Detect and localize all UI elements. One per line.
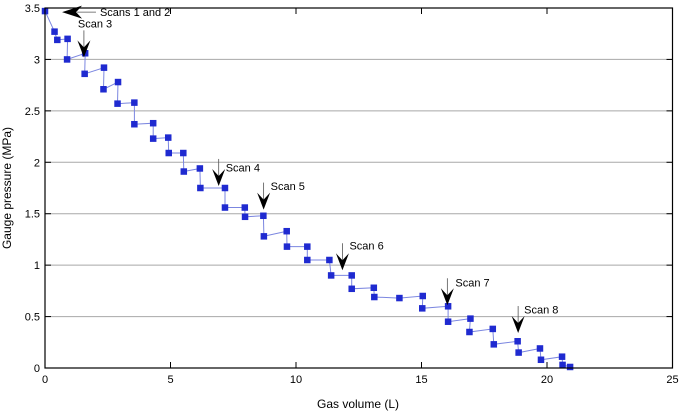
series-line bbox=[44, 10, 571, 368]
data-point bbox=[515, 349, 522, 356]
annotation-label: Scan 5 bbox=[271, 181, 305, 193]
annotation: Scan 5 bbox=[257, 181, 305, 210]
data-series-layer bbox=[41, 7, 574, 371]
y-tick-label: 1 bbox=[34, 260, 40, 272]
down-arrow-icon bbox=[77, 40, 91, 58]
data-point bbox=[370, 284, 378, 292]
annotation-label: Scan 7 bbox=[455, 278, 489, 290]
data-point bbox=[81, 70, 88, 78]
ticks-layer bbox=[45, 8, 673, 368]
data-point bbox=[54, 36, 61, 44]
data-point bbox=[131, 99, 138, 106]
data-point bbox=[419, 292, 427, 300]
annotation: Scan 3 bbox=[77, 18, 112, 58]
data-point bbox=[165, 149, 172, 157]
annotation: Scan 8 bbox=[511, 304, 558, 334]
data-point bbox=[241, 204, 249, 211]
data-point bbox=[490, 341, 498, 348]
x-axis-label: Gas volume (L) bbox=[317, 397, 399, 411]
data-point bbox=[197, 184, 204, 192]
tick-labels-layer: 0 0.5 1 1.5 2 2.5 3 3.5 0 5 10 15 20 25 bbox=[25, 3, 679, 386]
annotation-label: Scan 4 bbox=[226, 162, 260, 174]
data-point bbox=[180, 168, 188, 175]
data-point bbox=[51, 28, 58, 35]
down-arrow-icon bbox=[511, 316, 525, 334]
data-point bbox=[566, 363, 574, 371]
down-arrow-icon bbox=[212, 168, 226, 186]
axes-frame-layer bbox=[44, 7, 674, 369]
gridlines-layer bbox=[45, 58, 673, 318]
data-point bbox=[558, 353, 566, 360]
annotation: Scan 7 bbox=[440, 278, 490, 306]
data-point bbox=[149, 119, 157, 127]
data-point bbox=[396, 294, 403, 302]
x-tick-label: 25 bbox=[666, 374, 678, 386]
data-point bbox=[100, 86, 107, 93]
data-point bbox=[260, 212, 267, 220]
data-point bbox=[164, 134, 172, 141]
x-tick-label: 20 bbox=[541, 374, 553, 386]
y-tick-label: 0 bbox=[34, 363, 40, 375]
data-point bbox=[326, 256, 333, 264]
y-tick-label: 2.5 bbox=[25, 106, 40, 118]
data-point bbox=[131, 120, 138, 128]
y-axis-label: Gauge pressure (MPa) bbox=[0, 127, 14, 249]
x-tick-label: 0 bbox=[42, 374, 48, 386]
y-tick-label: 0.5 bbox=[25, 312, 40, 324]
data-point bbox=[304, 256, 311, 264]
down-arrow-icon bbox=[335, 253, 349, 271]
data-point bbox=[63, 56, 71, 63]
data-point bbox=[64, 35, 71, 43]
data-point bbox=[444, 318, 452, 325]
data-point bbox=[537, 356, 545, 364]
data-point bbox=[221, 204, 229, 211]
plot-frame bbox=[44, 7, 674, 369]
annotation: Scans 1 and 2 bbox=[62, 5, 170, 19]
annotation: Scan 6 bbox=[335, 241, 384, 271]
data-point bbox=[371, 293, 378, 301]
annotation-label: Scans 1 and 2 bbox=[100, 7, 170, 19]
annotation-label: Scan 6 bbox=[349, 241, 383, 253]
data-point bbox=[100, 64, 108, 71]
y-tick-label: 1.5 bbox=[25, 209, 40, 221]
annotation-label: Scan 3 bbox=[78, 18, 112, 30]
data-point bbox=[444, 303, 452, 310]
data-point bbox=[180, 149, 187, 157]
data-point bbox=[114, 100, 121, 107]
data-point bbox=[283, 227, 290, 235]
data-point bbox=[283, 243, 291, 250]
down-arrow-icon bbox=[440, 288, 454, 306]
data-point bbox=[348, 285, 355, 293]
data-point bbox=[221, 184, 229, 192]
data-point bbox=[467, 315, 474, 322]
data-point bbox=[149, 135, 157, 142]
data-point bbox=[419, 305, 426, 312]
down-arrow-icon bbox=[257, 192, 271, 210]
x-tick-label: 5 bbox=[167, 374, 173, 386]
y-tick-label: 3.5 bbox=[25, 3, 40, 15]
y-tick-label: 3 bbox=[34, 54, 40, 66]
data-point bbox=[489, 325, 497, 333]
annotation: Scan 4 bbox=[212, 158, 260, 186]
data-point bbox=[241, 213, 249, 221]
data-point bbox=[348, 272, 355, 279]
data-point bbox=[327, 272, 335, 279]
data-point bbox=[304, 243, 311, 250]
data-point bbox=[114, 78, 122, 86]
x-tick-label: 15 bbox=[415, 374, 427, 386]
left-arrow-icon bbox=[62, 5, 83, 19]
y-tick-label: 2 bbox=[34, 157, 40, 169]
data-point bbox=[196, 165, 204, 172]
x-tick-label: 10 bbox=[290, 374, 302, 386]
data-point bbox=[536, 345, 544, 352]
data-point bbox=[466, 328, 473, 336]
data-point bbox=[514, 338, 521, 345]
data-point bbox=[559, 361, 566, 369]
annotation-label: Scan 8 bbox=[524, 304, 558, 316]
data-point bbox=[260, 233, 268, 240]
